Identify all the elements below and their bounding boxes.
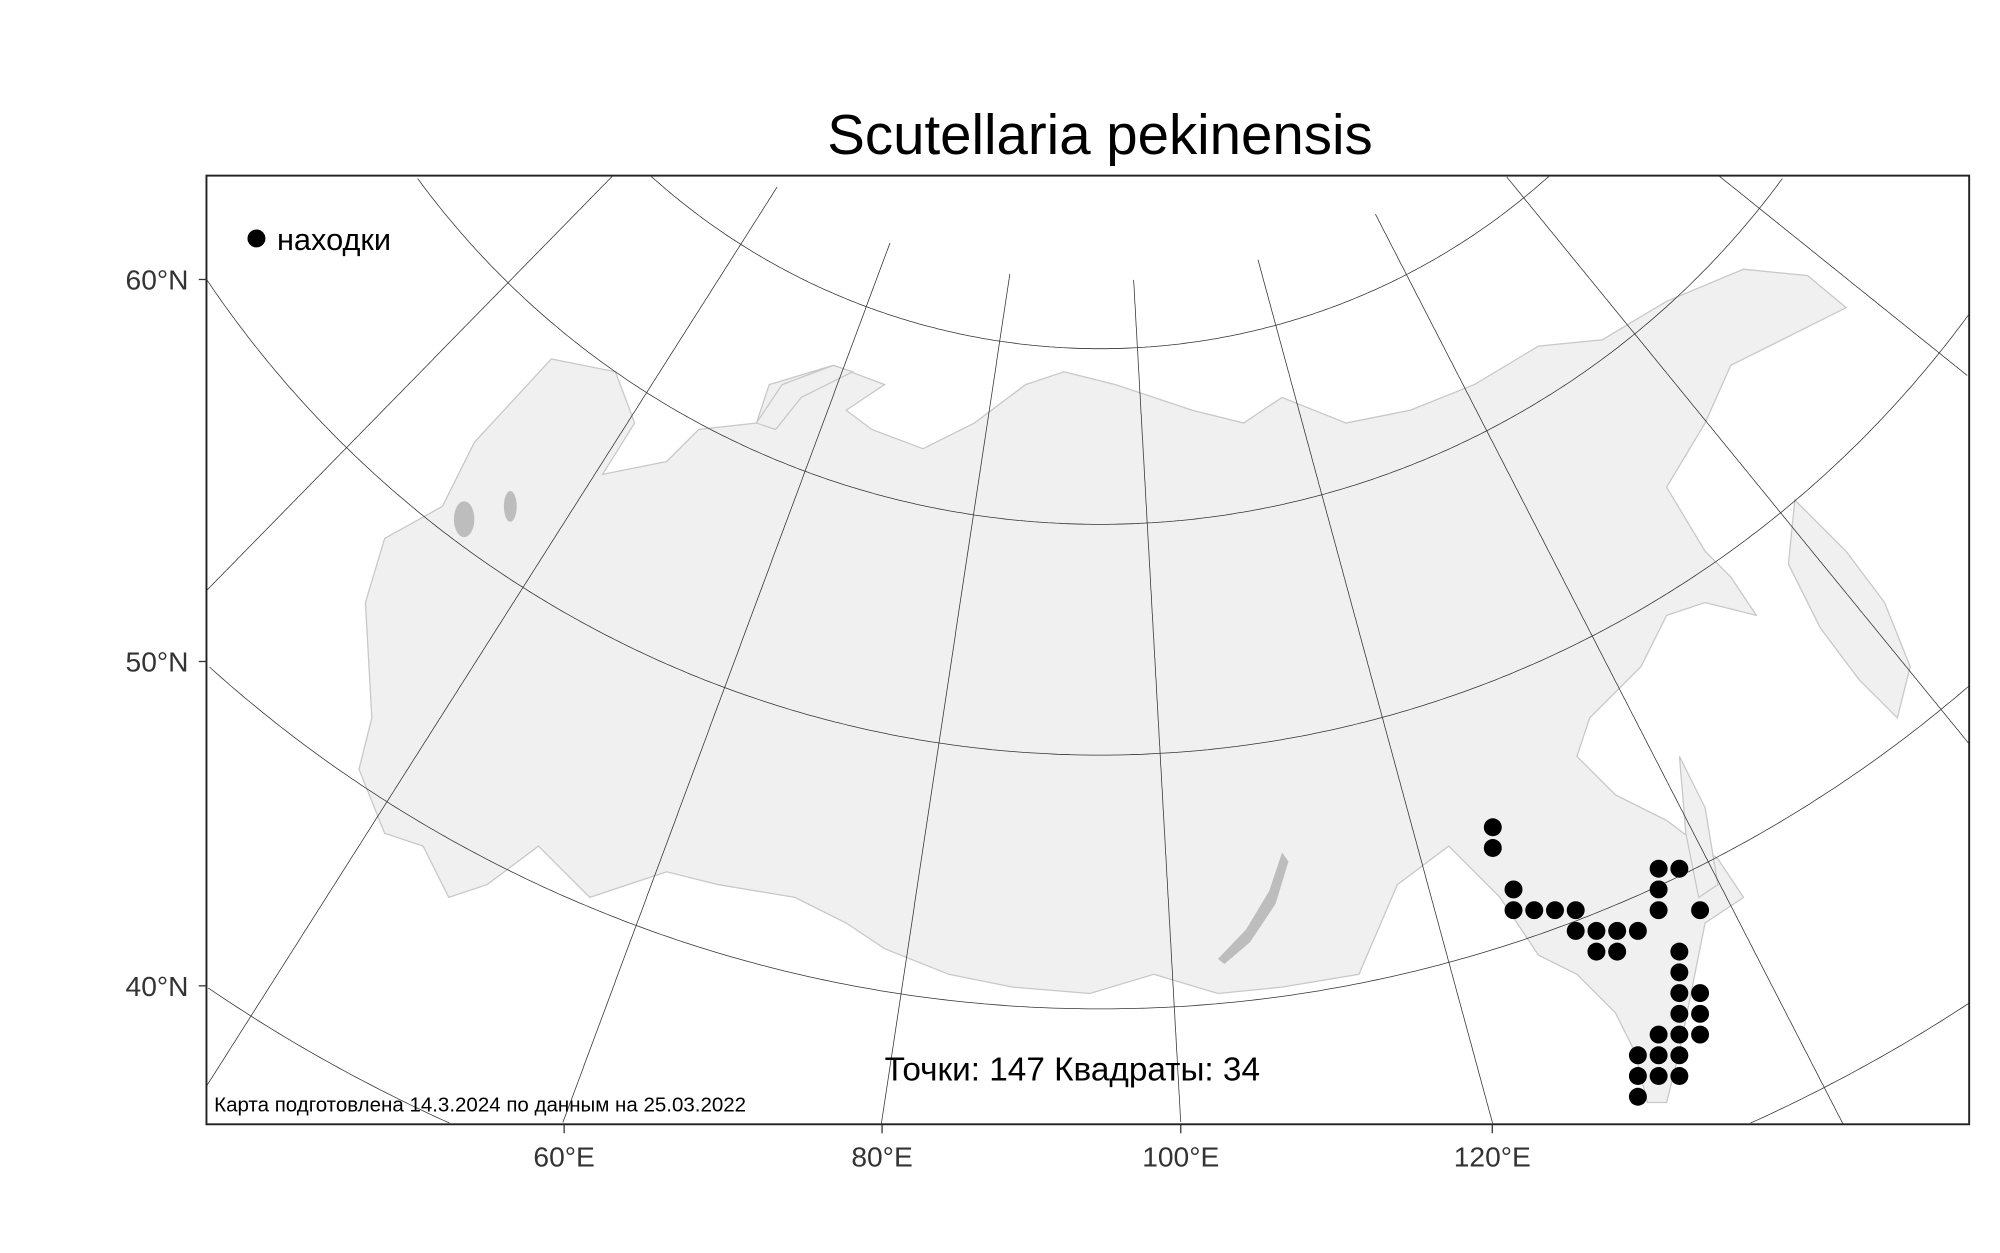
legend-marker [247,229,266,248]
occurrence-dot [1566,921,1585,940]
lat-label-60: 60°N [126,264,189,296]
parallel-line [208,987,450,1124]
lon-label-60: 60°E [533,1141,594,1173]
parallel-line [206,280,1969,756]
occurrence-dot [1546,901,1564,920]
occurrence-dot [1504,901,1523,920]
land-mass [358,268,1911,1104]
occurrence-dot [1649,1067,1668,1085]
meridian-line [1506,176,1969,744]
occurrence-dot [1649,880,1668,899]
occurrence-dot [1670,963,1689,982]
lon-label-100: 100°E [1142,1141,1219,1173]
meridian-line [1719,175,1968,376]
meridian-line [1375,213,1844,1125]
meridian-line [562,242,891,1123]
meridian-line [206,176,613,591]
parallel-line [209,666,1969,1010]
occurrence-dot [1628,921,1647,940]
lake-onega [503,490,517,522]
parallel-line [1750,1002,1969,1124]
occurrence-dot [1649,1046,1668,1065]
occurrence-dot [1670,984,1689,1003]
kamchatka-land [1787,498,1911,720]
legend: находки [247,222,391,257]
lat-axis: 60°N 50°N 40°N [126,264,207,1002]
meridian-line [1133,279,1182,1123]
occurrence-dot [1670,1046,1689,1065]
lon-label-80: 80°E [851,1141,912,1173]
occurrence-dot [1649,1025,1668,1044]
occurrence-dot [1628,1046,1647,1065]
occurrence-dot [1608,921,1627,940]
occurrence-dot [1504,880,1523,899]
russia-land [358,268,1848,1104]
occurrence-dot [1628,1067,1647,1085]
occurrence-dot [1670,1004,1689,1023]
occurrence-dots [1483,818,1710,1106]
occurrence-dot [1670,942,1689,961]
lakes [453,490,1289,965]
occurrence-dot [1691,1004,1710,1023]
occurrence-dot [1670,1067,1689,1085]
occurrence-dot [1483,818,1502,837]
meridian-line [206,186,778,1086]
occurrence-dot [1649,859,1668,878]
lat-label-40: 40°N [126,970,189,1002]
parallel-line [651,176,1549,350]
occurrence-dot [1691,1025,1710,1044]
parallel-line [417,178,1783,525]
occurrence-dot [1566,901,1585,920]
occurrence-dot [1649,901,1668,920]
meridian-line [881,273,1011,1124]
lat-label-50: 50°N [126,646,189,678]
lake-ladoga [453,501,475,538]
graticule [206,175,1969,1125]
map-title: Scutellaria pekinensis [827,103,1372,166]
occurrence-dot [1608,942,1627,961]
novaya-zemlya [755,364,855,431]
occurrence-dot [1483,839,1502,857]
meridian-line [1257,259,1493,1124]
occurrence-dot [1691,901,1710,920]
map-frame [205,174,1971,1126]
occurrence-dot [1691,984,1710,1003]
occurrence-dot [1670,1025,1689,1044]
occurrence-dot [1525,901,1544,920]
occurrence-dot [1587,942,1606,961]
lon-axis: 60°E 80°E 100°E 120°E [533,1124,1531,1173]
stats-text: Точки: 147 Квадраты: 34 [885,1052,1260,1089]
credit-text: Карта подготовлена 14.3.2024 по данным н… [214,1093,746,1116]
legend-label: находки [277,222,391,257]
lake-baikal [1217,852,1289,965]
map-area: находки Точки: 147 Квадраты: 34 Карта по… [206,175,1969,1125]
occurrence-dot [1670,859,1689,878]
occurrence-dot [1628,1087,1647,1106]
lon-label-120: 120°E [1454,1141,1531,1173]
occurrence-dot [1587,921,1606,940]
